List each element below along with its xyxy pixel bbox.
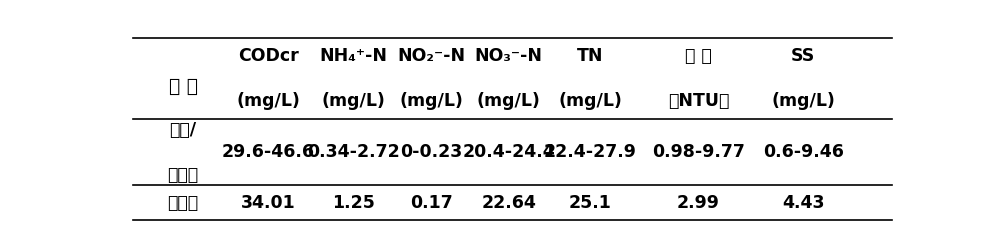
Text: （NTU）: （NTU） (668, 92, 729, 110)
Text: 1.25: 1.25 (332, 194, 375, 212)
Text: NO₃⁻-N: NO₃⁻-N (475, 47, 543, 66)
Text: (mg/L): (mg/L) (236, 92, 300, 110)
Text: 2.99: 2.99 (677, 194, 720, 212)
Text: NH₄⁺-N: NH₄⁺-N (320, 47, 388, 66)
Text: 25.1: 25.1 (569, 194, 611, 212)
Text: 20.4-24.4: 20.4-24.4 (462, 143, 555, 162)
Text: (mg/L): (mg/L) (771, 92, 835, 110)
Text: 34.01: 34.01 (241, 194, 296, 212)
Text: SS: SS (791, 47, 815, 66)
Text: (mg/L): (mg/L) (322, 92, 386, 110)
Text: 最小/: 最小/ (170, 121, 197, 139)
Text: 最大値: 最大値 (168, 166, 199, 184)
Text: 29.6-46.6: 29.6-46.6 (222, 143, 315, 162)
Text: 0.6-9.46: 0.6-9.46 (763, 143, 844, 162)
Text: 22.4-27.9: 22.4-27.9 (544, 143, 636, 162)
Text: 平均値: 平均値 (168, 194, 199, 212)
Text: 0.98-9.77: 0.98-9.77 (652, 143, 745, 162)
Text: 0.17: 0.17 (410, 194, 452, 212)
Text: 项 目: 项 目 (169, 77, 198, 96)
Text: (mg/L): (mg/L) (399, 92, 463, 110)
Text: CODcr: CODcr (238, 47, 299, 66)
Text: 4.43: 4.43 (782, 194, 824, 212)
Text: 0-0.23: 0-0.23 (400, 143, 462, 162)
Text: 22.64: 22.64 (481, 194, 536, 212)
Text: (mg/L): (mg/L) (558, 92, 622, 110)
Text: (mg/L): (mg/L) (477, 92, 541, 110)
Text: TN: TN (577, 47, 603, 66)
Text: 测 度: 测 度 (685, 47, 712, 66)
Text: 0.34-2.72: 0.34-2.72 (307, 143, 400, 162)
Text: NO₂⁻-N: NO₂⁻-N (397, 47, 465, 66)
